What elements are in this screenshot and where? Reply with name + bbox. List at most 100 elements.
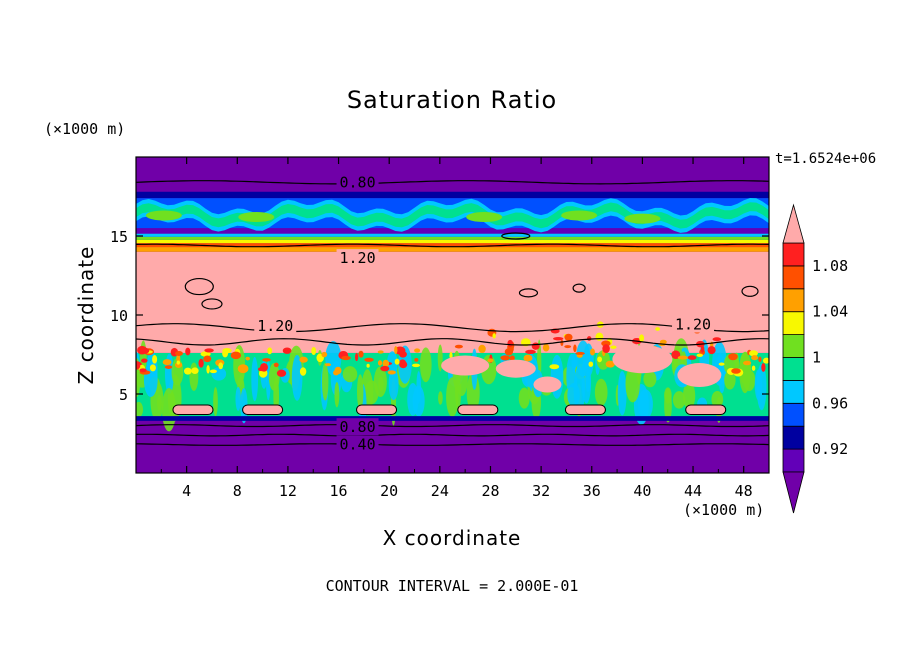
colorbar-over-arrow [782,203,805,244]
field-plume [672,391,686,409]
field-hot-cell [509,355,515,361]
field-plume [446,377,459,417]
field-plume [576,340,591,377]
field-plume [582,360,587,377]
field-supersaturated-pocket [495,359,536,378]
field-hot-cell [311,346,317,356]
field-supersaturated-layer [136,251,769,353]
field-hot-cell [334,366,342,375]
field-supersaturated-pocket [677,363,722,388]
field-plume [550,354,564,399]
field-hot-cell [504,348,514,356]
field-hot-cell [341,355,351,361]
field-hot-cell [659,339,667,345]
contour-0.60 [136,433,769,437]
field-wavy-edge [136,191,769,199]
field-plume [235,386,241,411]
colorbar-segment [782,242,805,267]
field-surface-pocket [172,404,214,416]
field-hot-cell [749,350,758,357]
colorbar-segment [782,357,805,381]
field-surface-pocket [457,404,499,416]
field-gradient-cyan [136,233,769,237]
field-hot-cell [149,364,156,372]
field-hot-cell [273,362,279,368]
field-hot-cell [411,363,421,368]
field-hot-cell [597,356,603,363]
field-hot-cell [399,360,408,369]
field-hot-cell [387,370,396,375]
field-hot-cell [553,337,564,341]
x-tick-label: 32 [532,482,550,500]
field-gradient-yellow [136,239,769,244]
x-tick-label: 44 [684,482,702,500]
field-plume [518,387,530,409]
field-hot-cell [655,327,660,331]
field-hot-cell [712,337,722,342]
field-hot-cell [525,349,536,355]
contour-label-bg [336,435,379,453]
field-hot-cell [321,351,328,358]
contour-label: 0.40 [339,436,375,454]
field-wave-blob [624,213,661,224]
field-plume [617,370,627,416]
field-hot-cell [523,354,533,362]
contour-label: 1.20 [257,317,293,335]
field-hot-cell [377,350,384,354]
colorbar-segment [782,448,805,473]
field-supersaturated-pocket [441,355,490,376]
field-hot-cell [751,355,759,361]
contour-label-bg [254,317,297,335]
field-hot-cell [164,365,173,369]
field-plume [211,367,227,381]
colorbar-under-arrow [782,471,805,514]
field-wave-blob [561,210,598,221]
field-hot-cell [492,333,496,339]
field-hot-cell [324,363,332,367]
field-plume [356,374,364,410]
field-hot-cell [507,339,513,347]
field-gradient-purple [136,228,769,234]
contour-closed [572,283,586,293]
field-hot-cell [299,367,307,376]
contour-1.20-upper [136,243,769,248]
field-hot-cell [364,357,374,362]
x-tick-label: 28 [481,482,499,500]
contour-closed [741,285,759,297]
field-surface-pocket [356,404,398,416]
colorbar-segment [782,334,805,358]
field-hot-cell [141,358,148,363]
field-hot-cell [677,355,689,360]
field-hot-cell [245,356,250,361]
contour-0.80-upper [136,180,769,185]
contour-closed [184,277,214,296]
field-hot-cell [731,368,741,374]
field-hot-cell [394,358,400,365]
field-hot-cell [366,363,370,368]
x-tick-label: 24 [431,482,449,500]
field-hot-cell [542,343,550,352]
field-hot-cell [399,351,407,358]
field-hot-cell [380,365,390,372]
field-hot-cell [162,359,172,366]
field-hot-cell [183,367,192,375]
field-hot-cell [137,345,148,355]
field-hot-cell [267,347,273,355]
y-axis-unit: (×1000 m) [44,120,126,138]
colorbar-label: 1.08 [812,257,848,275]
field-hot-cell [198,358,204,368]
field-hot-cell [707,346,716,355]
field-hot-cell [671,350,681,360]
field-hot-cell [358,350,364,358]
colorbar-segment [782,425,805,450]
field-wave-blob [238,212,275,223]
field-hot-cell [602,344,610,354]
field-gradient-green [136,236,769,240]
field-hot-cell [414,348,421,353]
field-hot-cell [377,360,383,366]
field-hot-cell [560,339,564,346]
y-tick-label: 15 [110,228,128,246]
field-hot-cell [478,344,486,354]
x-tick-label: 36 [583,482,601,500]
